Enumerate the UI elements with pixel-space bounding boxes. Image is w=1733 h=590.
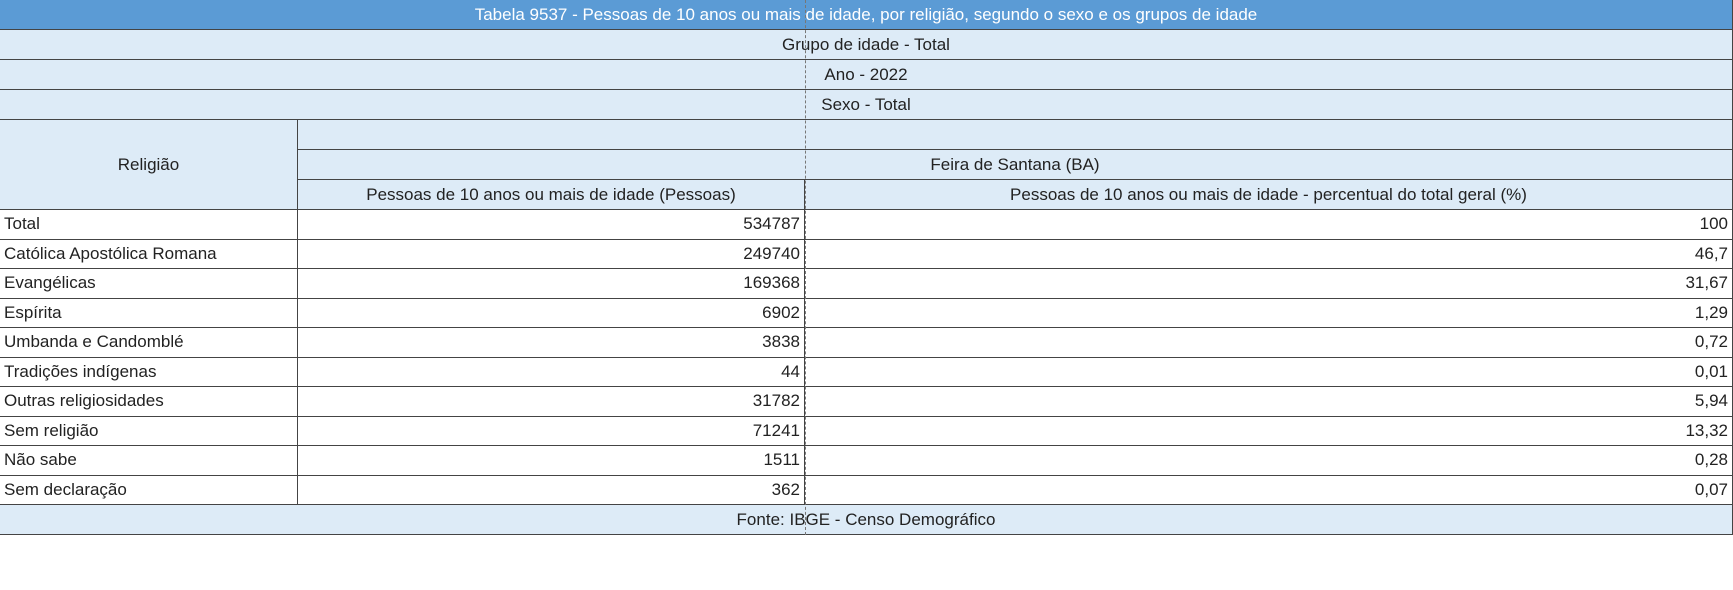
count-cell: 169368 bbox=[298, 269, 805, 299]
percent-cell: 13,32 bbox=[805, 416, 1733, 446]
row-header: Religião bbox=[0, 120, 298, 210]
percent-cell: 0,72 bbox=[805, 328, 1733, 358]
count-cell: 249740 bbox=[298, 239, 805, 269]
row-label: Outras religiosidades bbox=[0, 387, 298, 417]
count-cell: 362 bbox=[298, 475, 805, 505]
table-title: Tabela 9537 - Pessoas de 10 anos ou mais… bbox=[0, 0, 1733, 30]
group-header: Feira de Santana (BA) bbox=[298, 150, 1733, 180]
percent-cell: 46,7 bbox=[805, 239, 1733, 269]
count-cell: 44 bbox=[298, 357, 805, 387]
empty-header bbox=[298, 120, 1733, 150]
count-cell: 31782 bbox=[298, 387, 805, 417]
filter-row: Sexo - Total bbox=[0, 90, 1733, 120]
column-header: Pessoas de 10 anos ou mais de idade - pe… bbox=[805, 180, 1733, 210]
count-cell: 3838 bbox=[298, 328, 805, 358]
column-header: Pessoas de 10 anos ou mais de idade (Pes… bbox=[298, 180, 805, 210]
percent-cell: 1,29 bbox=[805, 298, 1733, 328]
row-label: Católica Apostólica Romana bbox=[0, 239, 298, 269]
row-label: Tradições indígenas bbox=[0, 357, 298, 387]
count-cell: 6902 bbox=[298, 298, 805, 328]
percent-cell: 0,01 bbox=[805, 357, 1733, 387]
filter-row: Grupo de idade - Total bbox=[0, 30, 1733, 60]
row-label: Sem declaração bbox=[0, 475, 298, 505]
count-cell: 71241 bbox=[298, 416, 805, 446]
row-label: Não sabe bbox=[0, 446, 298, 476]
percent-cell: 5,94 bbox=[805, 387, 1733, 417]
table-footer: Fonte: IBGE - Censo Demográfico bbox=[0, 505, 1733, 535]
percent-cell: 31,67 bbox=[805, 269, 1733, 299]
row-label: Sem religião bbox=[0, 416, 298, 446]
count-cell: 1511 bbox=[298, 446, 805, 476]
percent-cell: 0,28 bbox=[805, 446, 1733, 476]
row-label: Espírita bbox=[0, 298, 298, 328]
percent-cell: 100 bbox=[805, 210, 1733, 240]
filter-row: Ano - 2022 bbox=[0, 60, 1733, 90]
count-cell: 534787 bbox=[298, 210, 805, 240]
column-marker bbox=[805, 0, 806, 535]
row-label: Umbanda e Candomblé bbox=[0, 328, 298, 358]
row-label: Total bbox=[0, 210, 298, 240]
percent-cell: 0,07 bbox=[805, 475, 1733, 505]
row-label: Evangélicas bbox=[0, 269, 298, 299]
